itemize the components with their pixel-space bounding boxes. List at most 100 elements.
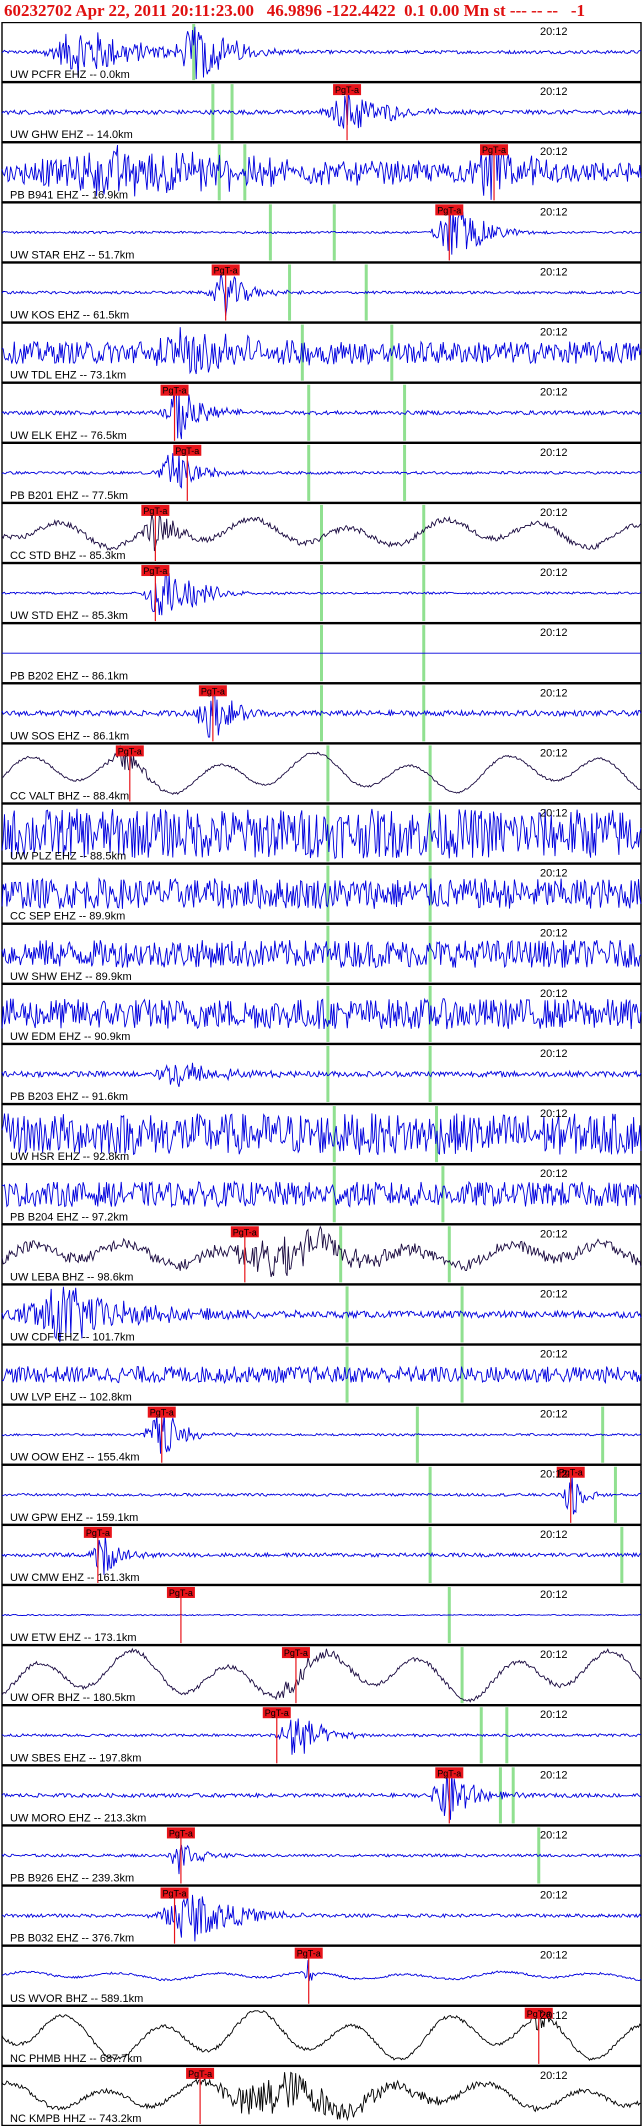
waveform-line [1, 272, 642, 317]
pick-label-box [141, 565, 170, 577]
time-label: 20:12 [540, 807, 568, 819]
trace-row: PgT-a 20:12 PB B032 EHZ -- 376.7km [1, 1885, 642, 1946]
trace-frame [1, 1103, 642, 1165]
seismogram-panel: 20:12 UW PCFR EHZ -- 0.0km PgT-a 20:12 UW GH… [1, 22, 642, 2126]
time-label: 20:12 [540, 447, 568, 459]
trace-frame [1, 1825, 642, 1886]
event-code: -1 [570, 1, 585, 20]
pick-label: PgT-a [482, 145, 506, 155]
pick-label-box [115, 745, 144, 757]
trace-row: 20:12 PB B203 EHZ -- 91.6km [1, 1043, 642, 1105]
time-label: 20:12 [540, 507, 568, 519]
station-label: UW ELK EHZ -- 76.5km [10, 430, 127, 442]
pick-label: PgT-a [143, 566, 167, 576]
trace-frame [1, 502, 642, 564]
station-label: UW STAR EHZ -- 51.7km [10, 249, 134, 261]
pick-label-box [230, 1226, 259, 1238]
time-label: 20:12 [540, 86, 568, 98]
pick-label: PgT-a [284, 1648, 308, 1658]
time-label: 20:12 [540, 988, 568, 1000]
trace-frame [1, 923, 642, 985]
time-label: 20:12 [540, 1950, 568, 1962]
trace-frame [1, 1163, 642, 1225]
trace-frame [1, 22, 642, 83]
pick-label-box [147, 1406, 176, 1418]
station-label: UW STD EHZ -- 85.3km [10, 610, 128, 622]
pick-label: PgT-a [175, 446, 199, 456]
waveform-line [1, 26, 642, 80]
time-label: 20:12 [540, 1168, 568, 1180]
waveform-line [1, 572, 642, 616]
waveform-line [1, 1647, 642, 1703]
pick-label: PgT-a [437, 1768, 461, 1778]
pick-label-box [524, 2007, 553, 2019]
event-lon: -122.4422 [326, 1, 396, 20]
trace-row: PgT-a 20:12 CC STD BHZ -- 85.3km [1, 502, 642, 564]
pick-label: PgT-a [86, 1528, 110, 1538]
time-label: 20:12 [540, 1228, 568, 1240]
pick-label: PgT-a [169, 1588, 193, 1598]
trace-frame [1, 442, 642, 504]
station-label: UW GPW EHZ -- 159.1km [10, 1512, 138, 1524]
pick-label: PgT-a [214, 265, 238, 275]
trace-row: 20:12 UW EDM EHZ -- 90.9km [1, 983, 642, 1045]
pick-label: PgT-a [188, 2069, 212, 2079]
time-label: 20:12 [540, 146, 568, 158]
time-label: 20:12 [540, 387, 568, 399]
trace-row: PgT-a 20:12 PB B201 EHZ -- 77.5km [1, 442, 642, 504]
time-label: 20:12 [540, 627, 568, 639]
waveform-line [1, 388, 642, 440]
time-label: 20:12 [540, 1890, 568, 1902]
station-label: UW OFR BHZ -- 180.5km [10, 1692, 135, 1704]
waveform-line [1, 93, 642, 129]
waveform-line [1, 1767, 642, 1820]
waveform-line [1, 453, 642, 489]
time-label: 20:12 [540, 1108, 568, 1120]
station-label: UW PLZ EHZ -- 88.5km [10, 851, 126, 863]
pick-label-box [160, 1887, 189, 1899]
waveform-line [1, 808, 642, 860]
station-label: UW ETW EHZ -- 173.1km [10, 1632, 137, 1644]
pick-label: PgT-a [297, 1949, 321, 1959]
pick-label-box [211, 264, 240, 276]
waveform-line [1, 144, 642, 200]
time-label: 20:12 [540, 567, 568, 579]
trace-row: PgT-a 20:12 UW STAR EHZ -- 51.7km [1, 202, 642, 263]
trace-row: PgT-a 20:12 PB B926 EHZ -- 239.3km [1, 1825, 642, 1886]
station-label: UW KOS EHZ -- 61.5km [10, 310, 129, 322]
trace-row: PgT-a 20:12 UW MORO EHZ -- 213.3km [1, 1765, 642, 1826]
station-label: UW SHW EHZ -- 89.9km [10, 971, 132, 983]
trace-frame [1, 1644, 642, 1706]
pick-label: PgT-a [233, 1227, 257, 1237]
event-datetime: Apr 22, 2011 20:11:23.00 [75, 1, 254, 20]
pick-label-box [198, 685, 227, 697]
time-label: 20:12 [540, 687, 568, 699]
trace-row: PgT-a 20:12 UW GHW EHZ -- 14.0km [1, 81, 642, 143]
event-id: 60232702 [4, 1, 72, 20]
time-label: 20:12 [540, 1709, 568, 1721]
waveform-line [1, 1844, 642, 1875]
waveform-line [1, 1718, 642, 1755]
trace-frame [1, 562, 642, 624]
station-label: PB B201 EHZ -- 77.5km [10, 490, 128, 502]
waveform-line [1, 1960, 642, 1982]
station-label: UW HSR EHZ -- 92.8km [10, 1151, 129, 1163]
pick-label: PgT-a [201, 686, 225, 696]
pick-label-box [262, 1707, 291, 1719]
station-label: UW CDF EHZ -- 101.7km [10, 1332, 135, 1344]
time-label: 20:12 [540, 1769, 568, 1781]
trace-row: PgT-a 20:12 CC VALT BHZ -- 88.4km [1, 743, 642, 804]
time-label: 20:12 [540, 1349, 568, 1361]
station-label: UW SOS EHZ -- 86.1km [10, 730, 129, 742]
trace-row: PgT-a 20:12 UW LEBA BHZ -- 98.6km [1, 1224, 642, 1285]
event-magnitude: 0.00 [429, 1, 460, 20]
waveform-line [1, 1411, 642, 1454]
trace-frame [1, 1704, 642, 1766]
station-label: UW LEBA BHZ -- 98.6km [10, 1271, 133, 1283]
waveform-line [1, 327, 642, 375]
trace-row: PgT-a20:12 NC PHMB HHZ -- 687.7km [1, 2005, 642, 2067]
trace-frame [1, 1224, 642, 1285]
pick-label-box [166, 1586, 195, 1598]
waveform-line [1, 1113, 642, 1156]
station-label: CC SEP EHZ -- 89.9km [10, 911, 125, 923]
